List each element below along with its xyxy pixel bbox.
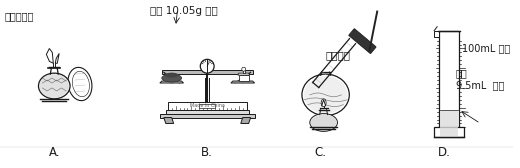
Polygon shape xyxy=(46,49,53,63)
Text: 量取
9.5mL  液体: 量取 9.5mL 液体 xyxy=(456,68,504,90)
Polygon shape xyxy=(239,75,249,81)
Polygon shape xyxy=(199,104,215,108)
Text: B.: B. xyxy=(201,146,213,159)
Text: D.: D. xyxy=(438,146,450,159)
Polygon shape xyxy=(160,114,255,118)
Polygon shape xyxy=(231,81,255,83)
Text: A.: A. xyxy=(48,146,60,159)
Polygon shape xyxy=(160,81,184,83)
Ellipse shape xyxy=(72,71,89,97)
Polygon shape xyxy=(439,110,458,136)
Ellipse shape xyxy=(310,114,337,131)
Polygon shape xyxy=(55,53,59,63)
Text: 100mL 量筒: 100mL 量筒 xyxy=(462,44,510,54)
Circle shape xyxy=(242,67,245,71)
Ellipse shape xyxy=(311,115,336,130)
Ellipse shape xyxy=(304,76,347,114)
Text: 液体加热: 液体加热 xyxy=(326,50,350,60)
Text: Made in China: Made in China xyxy=(190,103,225,108)
Polygon shape xyxy=(434,127,464,137)
Polygon shape xyxy=(162,70,253,74)
FancyBboxPatch shape xyxy=(349,29,376,54)
Ellipse shape xyxy=(38,73,70,99)
Text: C.: C. xyxy=(315,146,327,159)
Polygon shape xyxy=(439,31,459,127)
Polygon shape xyxy=(434,31,439,37)
Ellipse shape xyxy=(40,74,69,98)
Polygon shape xyxy=(166,110,249,114)
Ellipse shape xyxy=(321,99,326,107)
Polygon shape xyxy=(164,118,174,123)
Ellipse shape xyxy=(165,73,178,78)
Polygon shape xyxy=(243,70,245,73)
Ellipse shape xyxy=(68,67,92,101)
Text: 点燃酒精灯: 点燃酒精灯 xyxy=(5,11,34,21)
Text: 称量 10.05g 固体: 称量 10.05g 固体 xyxy=(150,6,218,16)
Polygon shape xyxy=(168,102,246,110)
Ellipse shape xyxy=(200,59,214,73)
Ellipse shape xyxy=(162,74,181,82)
Ellipse shape xyxy=(302,74,349,116)
Polygon shape xyxy=(238,73,250,75)
Polygon shape xyxy=(241,118,251,123)
